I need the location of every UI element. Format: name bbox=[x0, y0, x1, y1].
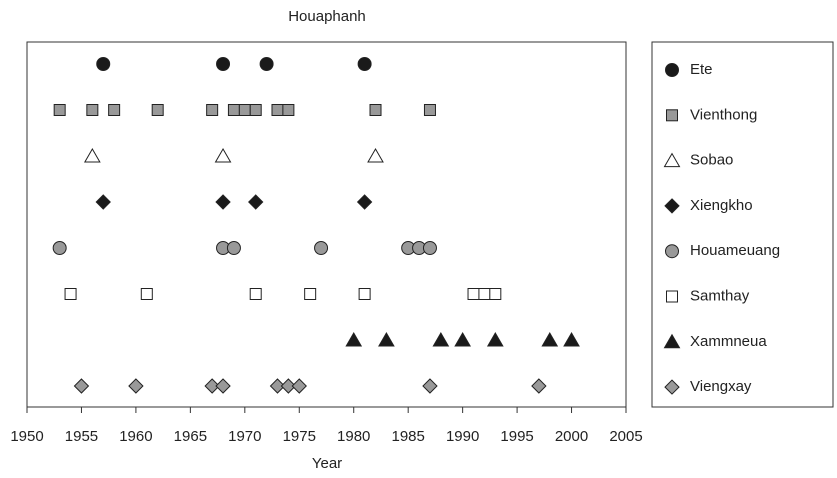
legend-marker bbox=[666, 109, 678, 122]
data-point bbox=[259, 57, 274, 71]
data-point bbox=[83, 147, 101, 163]
data-point bbox=[226, 241, 241, 255]
data-point bbox=[86, 104, 99, 116]
data-point bbox=[358, 288, 371, 300]
data-point bbox=[369, 104, 382, 116]
plot-frame bbox=[26, 41, 627, 408]
data-point bbox=[423, 104, 436, 116]
data-point bbox=[96, 57, 111, 71]
data-point bbox=[204, 378, 220, 394]
x-tick-label: 1950 bbox=[10, 428, 43, 445]
data-point bbox=[454, 331, 472, 347]
legend-label: Ete bbox=[690, 61, 713, 78]
data-point bbox=[467, 288, 480, 300]
data-point bbox=[95, 194, 111, 210]
data-point bbox=[356, 194, 373, 210]
data-point bbox=[280, 378, 297, 394]
x-tick-label: 1970 bbox=[228, 428, 261, 445]
x-tick-label: 2005 bbox=[609, 428, 642, 445]
data-point bbox=[214, 147, 232, 163]
data-point bbox=[238, 104, 251, 116]
legend-label: Vienthong bbox=[690, 106, 757, 123]
x-tick-label: 1990 bbox=[446, 428, 479, 445]
data-point bbox=[108, 104, 121, 116]
data-point bbox=[249, 288, 262, 300]
legend-frame bbox=[651, 41, 834, 408]
data-point bbox=[282, 104, 295, 116]
data-point bbox=[53, 104, 66, 116]
data-point bbox=[563, 331, 580, 347]
data-point bbox=[269, 378, 286, 394]
data-point bbox=[64, 288, 77, 300]
legend-marker bbox=[664, 379, 680, 395]
legend-marker bbox=[665, 244, 679, 259]
legend-label: Viengxay bbox=[690, 378, 752, 395]
data-point bbox=[541, 331, 559, 347]
data-point bbox=[73, 378, 90, 394]
data-point bbox=[489, 288, 502, 300]
data-point bbox=[248, 194, 264, 210]
x-tick-label: 1980 bbox=[337, 428, 370, 445]
x-tick-label: 1995 bbox=[500, 428, 533, 445]
data-point bbox=[52, 241, 67, 255]
x-tick-label: 1960 bbox=[119, 428, 152, 445]
data-point bbox=[422, 241, 437, 255]
data-point bbox=[345, 331, 363, 347]
legend-label: Houameuang bbox=[690, 242, 780, 259]
chart-title: Houaphanh bbox=[288, 8, 366, 25]
data-point bbox=[531, 378, 547, 394]
data-point bbox=[291, 378, 307, 394]
x-tick-label: 1955 bbox=[65, 428, 98, 445]
data-point bbox=[216, 57, 231, 71]
data-point bbox=[304, 288, 317, 300]
legend-label: Xammneua bbox=[690, 333, 767, 350]
legend-marker bbox=[663, 333, 681, 349]
x-tick-label: 2000 bbox=[555, 428, 588, 445]
data-point bbox=[249, 104, 262, 116]
x-tick-label: 1985 bbox=[391, 428, 424, 445]
data-point bbox=[486, 331, 504, 347]
data-point bbox=[140, 288, 153, 300]
data-point bbox=[151, 104, 164, 116]
legend-label: Sobao bbox=[690, 152, 733, 169]
data-point bbox=[367, 147, 384, 163]
data-point bbox=[128, 378, 144, 394]
data-point bbox=[271, 104, 284, 116]
data-point bbox=[206, 104, 219, 116]
data-point bbox=[378, 331, 395, 347]
legend-marker bbox=[665, 63, 679, 77]
data-point bbox=[478, 288, 491, 300]
legend-marker bbox=[666, 290, 678, 303]
data-point bbox=[215, 194, 231, 210]
data-point bbox=[227, 104, 240, 116]
x-axis-label: Year bbox=[312, 455, 342, 472]
legend-label: Xiengkho bbox=[690, 197, 753, 214]
x-tick-label: 1975 bbox=[283, 428, 316, 445]
data-point bbox=[357, 57, 372, 71]
legend-marker bbox=[664, 198, 680, 214]
x-tick-label: 1965 bbox=[174, 428, 207, 445]
data-point bbox=[314, 241, 329, 255]
data-point bbox=[432, 331, 450, 347]
data-point bbox=[215, 378, 231, 394]
legend-marker bbox=[663, 152, 681, 168]
data-point bbox=[422, 378, 438, 394]
legend-label: Samthay bbox=[690, 287, 750, 304]
